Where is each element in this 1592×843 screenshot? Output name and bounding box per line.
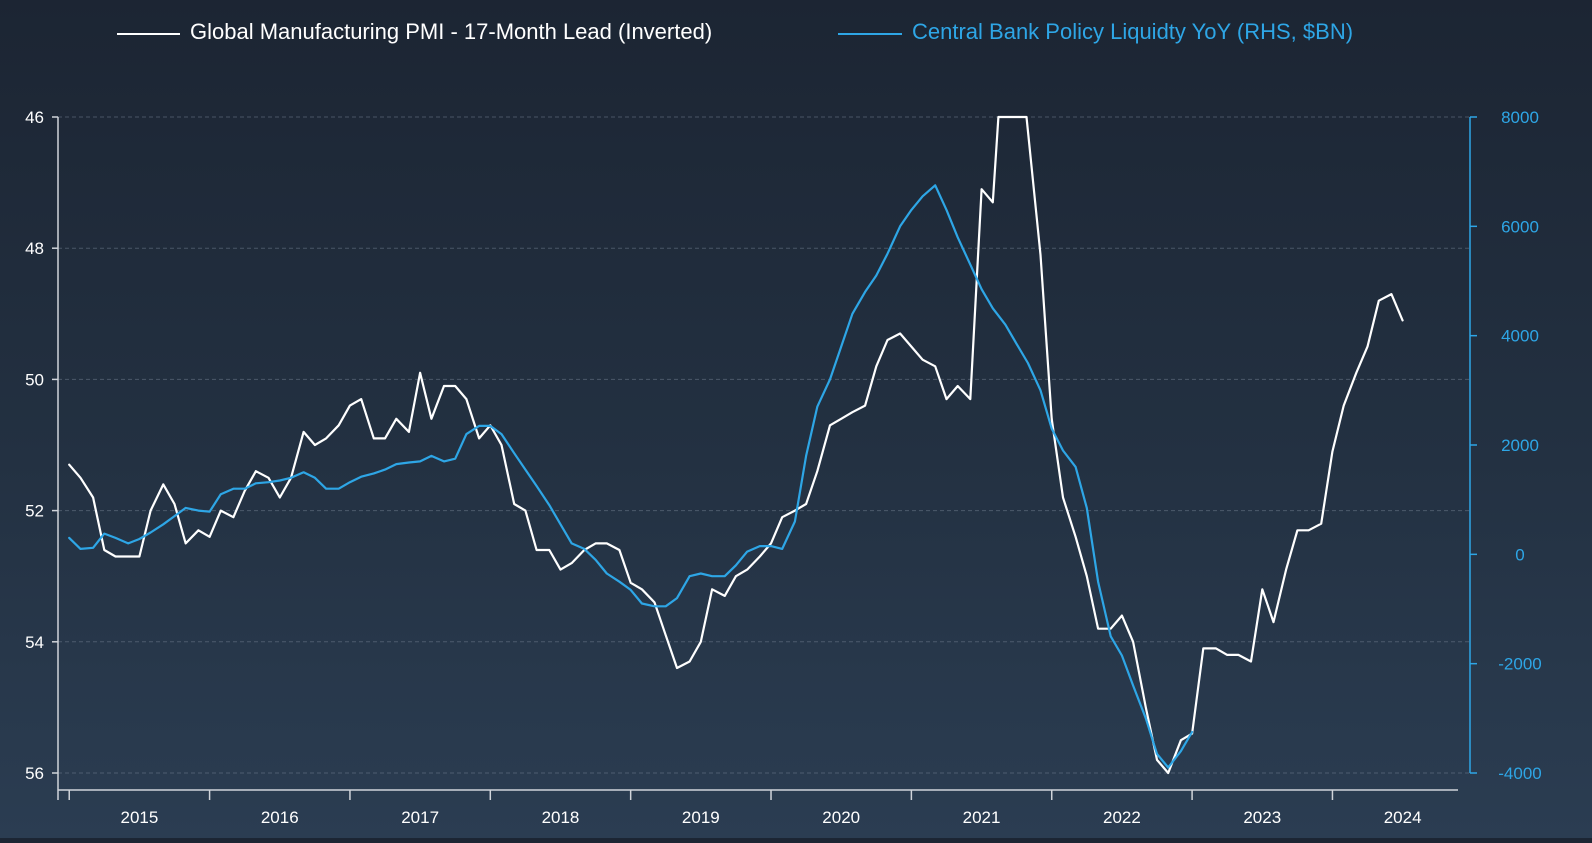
right-tick-label: 6000 <box>1501 217 1539 236</box>
series-layer <box>68 115 1404 775</box>
right-tick-label: -4000 <box>1498 764 1541 783</box>
legend-label-pmi: Global Manufacturing PMI - 17-Month Lead… <box>190 19 712 44</box>
x-tick-label: 2020 <box>822 808 860 827</box>
series-line-liquidity <box>68 184 1194 769</box>
series-line-pmi <box>68 115 1404 775</box>
right-tick-label: 0 <box>1515 545 1524 564</box>
axes <box>57 117 1471 800</box>
right-tick-label: -2000 <box>1498 655 1541 674</box>
x-tick-label: 2022 <box>1103 808 1141 827</box>
x-tick-label: 2023 <box>1243 808 1281 827</box>
left-tick-label: 50 <box>25 370 44 389</box>
right-tick-label: 8000 <box>1501 108 1539 127</box>
left-tick-label: 46 <box>25 108 44 127</box>
right-axis-ticks: 8000 6000 4000 2000 0 -2000 -4000 <box>1470 108 1542 783</box>
x-tick-label: 2021 <box>963 808 1001 827</box>
left-axis-ticks: 46 48 50 52 54 56 <box>25 108 58 783</box>
legend-label-liquidity: Central Bank Policy Liquidty YoY (RHS, $… <box>912 19 1353 44</box>
x-tick-label: 2024 <box>1384 808 1422 827</box>
x-tick-label: 2017 <box>401 808 439 827</box>
x-tick-label: 2016 <box>261 808 299 827</box>
right-tick-label: 4000 <box>1501 327 1539 346</box>
legend: Global Manufacturing PMI - 17-Month Lead… <box>117 19 1353 44</box>
left-tick-label: 48 <box>25 239 44 258</box>
x-tick-label: 2015 <box>120 808 158 827</box>
x-axis-ticks: 2015 2016 2017 2018 2019 2020 2021 2022 2023 2024 <box>68 790 1422 827</box>
left-tick-label: 56 <box>25 764 44 783</box>
x-tick-label: 2018 <box>542 808 580 827</box>
left-tick-label: 54 <box>25 633 44 652</box>
left-tick-label: 52 <box>25 502 44 521</box>
right-tick-label: 2000 <box>1501 436 1539 455</box>
x-tick-label: 2019 <box>682 808 720 827</box>
gridlines <box>58 116 1470 774</box>
